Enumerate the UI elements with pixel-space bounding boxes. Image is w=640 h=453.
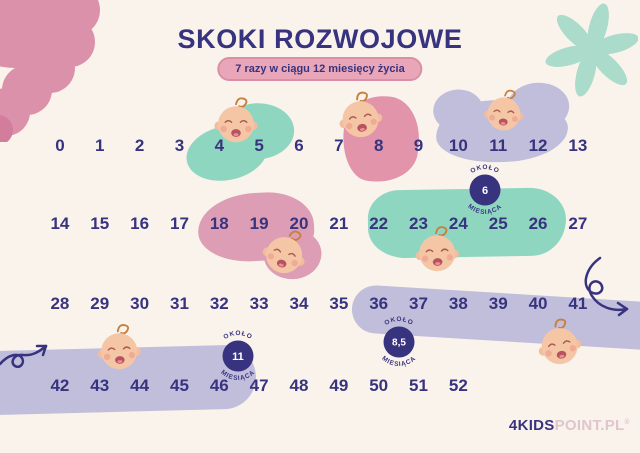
week-number: 50 bbox=[369, 376, 389, 395]
week-number: 49 bbox=[329, 376, 349, 395]
week-number: 37 bbox=[409, 294, 428, 313]
week-number: 34 bbox=[289, 294, 309, 313]
week-number: 45 bbox=[169, 376, 189, 395]
week-number: 32 bbox=[209, 294, 229, 313]
week-number: 9 bbox=[413, 136, 424, 155]
week-number: 25 bbox=[488, 214, 508, 233]
registered-mark: ® bbox=[624, 419, 630, 426]
week-number: 1 bbox=[95, 136, 105, 155]
week-number: 47 bbox=[249, 376, 269, 395]
milestone-badge-6-months: OKOŁO MIESIĄCA 6 bbox=[466, 164, 502, 216]
week-number: 24 bbox=[448, 214, 468, 233]
week-number: 17 bbox=[169, 214, 189, 233]
week-number: 19 bbox=[249, 214, 269, 233]
week-number: 5 bbox=[254, 136, 264, 155]
week-row-2: 14 15 16 17 18 19 20 21 22 23 24 25 26 27 bbox=[40, 215, 598, 233]
week-number: 44 bbox=[130, 376, 150, 395]
week-number: 33 bbox=[249, 294, 269, 313]
svg-text:OKOŁO: OKOŁO bbox=[383, 316, 414, 327]
week-number: 43 bbox=[90, 376, 110, 395]
week-number: 23 bbox=[409, 214, 428, 233]
week-number: 2 bbox=[134, 136, 145, 155]
week-number: 13 bbox=[568, 136, 588, 155]
page-title: SKOKI ROZWOJOWE bbox=[177, 24, 463, 54]
week-number: 14 bbox=[50, 214, 70, 233]
week-number: 41 bbox=[568, 294, 588, 313]
week-number: 39 bbox=[488, 294, 508, 313]
week-number: 8 bbox=[373, 136, 384, 155]
week-number: 28 bbox=[50, 294, 70, 313]
svg-text:11: 11 bbox=[232, 351, 244, 363]
week-number: 20 bbox=[289, 214, 309, 233]
week-number: 4 bbox=[214, 136, 225, 155]
week-number: 27 bbox=[568, 214, 588, 233]
milestone-badge-11-months: OKOŁO MIESIĄCA 11 bbox=[219, 330, 255, 382]
brand-logo-secondary: POINT.PL bbox=[554, 417, 625, 434]
week-number: 48 bbox=[289, 376, 309, 395]
svg-text:OKOŁO: OKOŁO bbox=[469, 164, 500, 175]
week-row-4: 42 43 44 45 46 47 48 49 50 51 52 bbox=[40, 377, 478, 395]
week-number: 52 bbox=[448, 376, 468, 395]
week-number: 30 bbox=[130, 294, 150, 313]
brand-logo-primary: 4KIDS bbox=[508, 417, 555, 434]
week-number: 40 bbox=[528, 294, 548, 313]
week-number: 16 bbox=[130, 214, 150, 233]
week-number: 12 bbox=[528, 136, 548, 155]
week-row-1: 0 1 2 3 4 5 6 7 8 9 10 11 12 13 bbox=[40, 137, 598, 155]
week-number: 7 bbox=[334, 136, 344, 155]
week-number: 42 bbox=[50, 376, 70, 395]
star-flower-icon bbox=[545, 3, 638, 97]
week-number: 22 bbox=[369, 214, 389, 233]
week-number: 29 bbox=[90, 294, 110, 313]
week-number: 3 bbox=[174, 136, 185, 155]
squiggle-arrow-up-right-icon bbox=[0, 344, 48, 368]
week-number: 18 bbox=[209, 214, 229, 233]
week-number: 15 bbox=[90, 214, 110, 233]
milestone-badge-8-5-months: OKOŁO MIESIĄCA 8,5 bbox=[380, 316, 416, 368]
week-number: 21 bbox=[329, 214, 349, 233]
week-number: 26 bbox=[528, 214, 548, 233]
week-number: 36 bbox=[369, 294, 389, 313]
week-number: 6 bbox=[294, 136, 304, 155]
svg-text:6: 6 bbox=[482, 185, 488, 197]
crying-baby-icon bbox=[480, 83, 528, 140]
week-number: 46 bbox=[209, 376, 229, 395]
week-number: 31 bbox=[169, 294, 189, 313]
week-number: 38 bbox=[448, 294, 468, 313]
scalloped-cloud-icon bbox=[0, 0, 100, 142]
week-number: 35 bbox=[329, 294, 349, 313]
brand-logo: 4KIDSPOINT.PL® bbox=[509, 417, 630, 434]
subtitle-badge: 7 razy w ciągu 12 miesięcy życia bbox=[217, 57, 423, 81]
crying-baby-icon bbox=[93, 319, 145, 376]
svg-text:OKOŁO: OKOŁO bbox=[222, 330, 253, 341]
week-row-3: 28 29 30 31 32 33 34 35 36 37 38 39 40 41 bbox=[40, 295, 598, 313]
week-number: 0 bbox=[55, 136, 65, 155]
week-number: 51 bbox=[409, 376, 428, 395]
week-number: 10 bbox=[448, 136, 468, 155]
squiggle-arrow-down-right-icon bbox=[584, 256, 629, 317]
svg-text:8,5: 8,5 bbox=[392, 338, 406, 349]
week-number: 11 bbox=[489, 136, 508, 155]
